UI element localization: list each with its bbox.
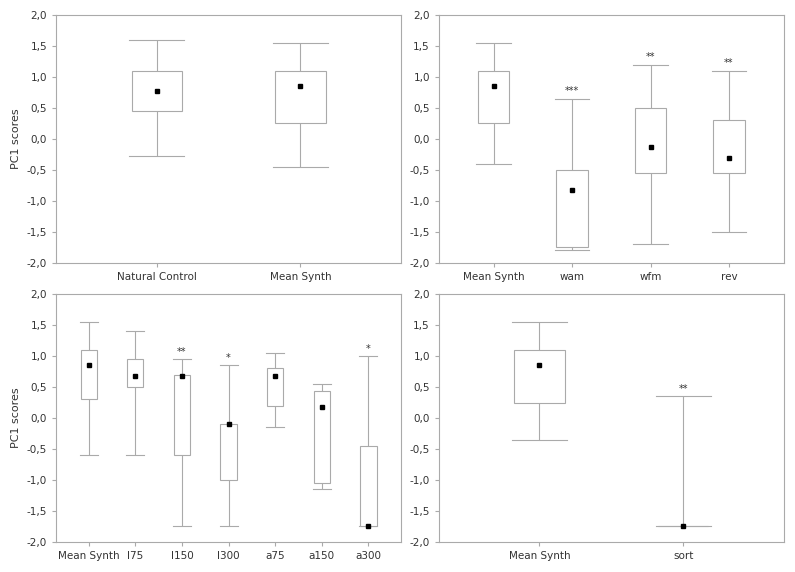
Text: *: *	[227, 353, 231, 363]
Bar	[314, 391, 330, 483]
Y-axis label: PC1 scores: PC1 scores	[11, 388, 21, 448]
Bar	[478, 71, 510, 124]
Text: **: **	[177, 347, 187, 357]
Bar	[713, 120, 745, 173]
Text: **: **	[724, 58, 734, 69]
Bar	[131, 71, 182, 111]
Bar	[220, 424, 237, 480]
Bar	[635, 108, 666, 173]
Bar	[360, 446, 377, 526]
Bar	[80, 350, 97, 399]
Text: ***: ***	[565, 86, 580, 96]
Bar	[514, 350, 564, 403]
Bar	[275, 71, 326, 124]
Bar	[267, 368, 283, 406]
Text: **: **	[678, 384, 688, 394]
Bar	[556, 170, 588, 247]
Bar	[127, 359, 143, 387]
Bar	[174, 375, 190, 455]
Y-axis label: PC1 scores: PC1 scores	[11, 109, 21, 169]
Text: *: *	[366, 344, 370, 353]
Text: **: **	[646, 52, 655, 62]
